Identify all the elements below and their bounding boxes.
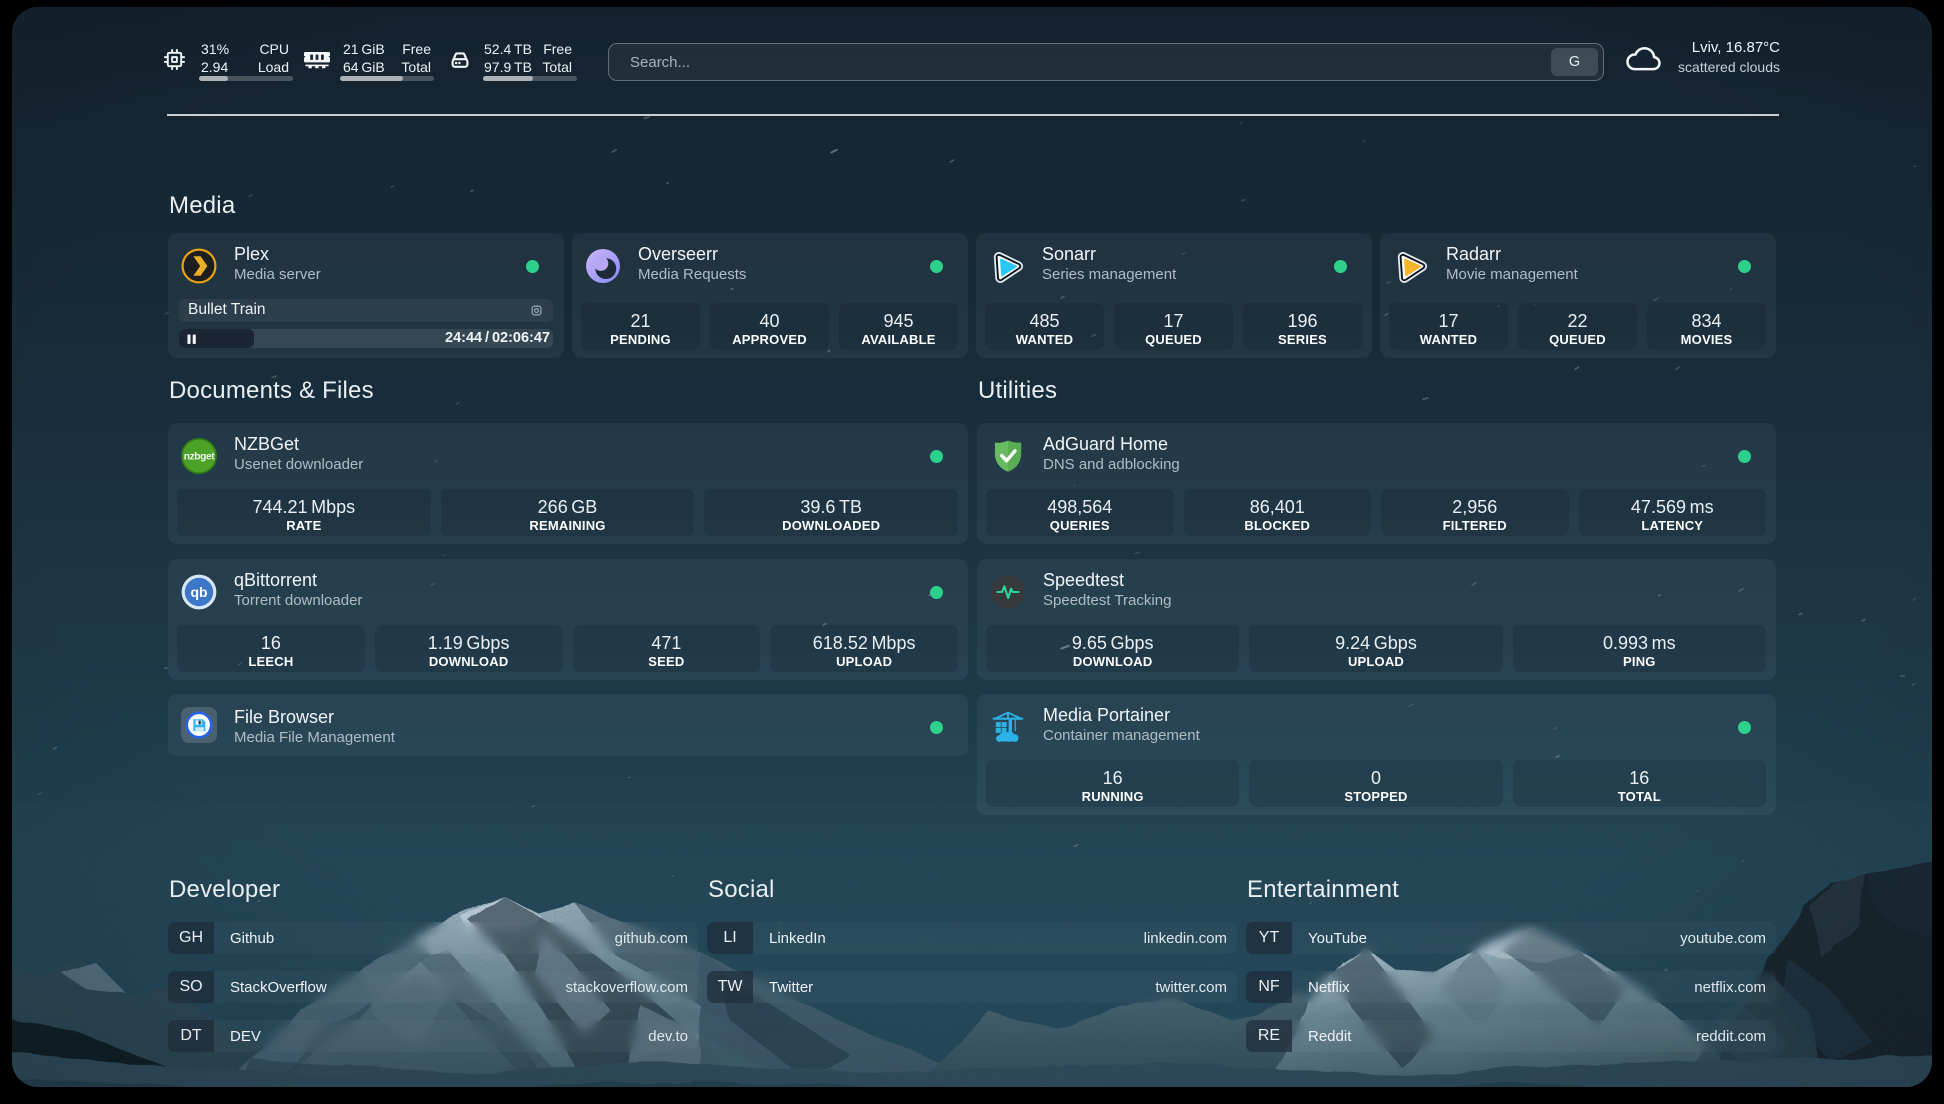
svg-text:qb: qb bbox=[190, 584, 207, 600]
svg-text:nzbget: nzbget bbox=[184, 452, 215, 463]
